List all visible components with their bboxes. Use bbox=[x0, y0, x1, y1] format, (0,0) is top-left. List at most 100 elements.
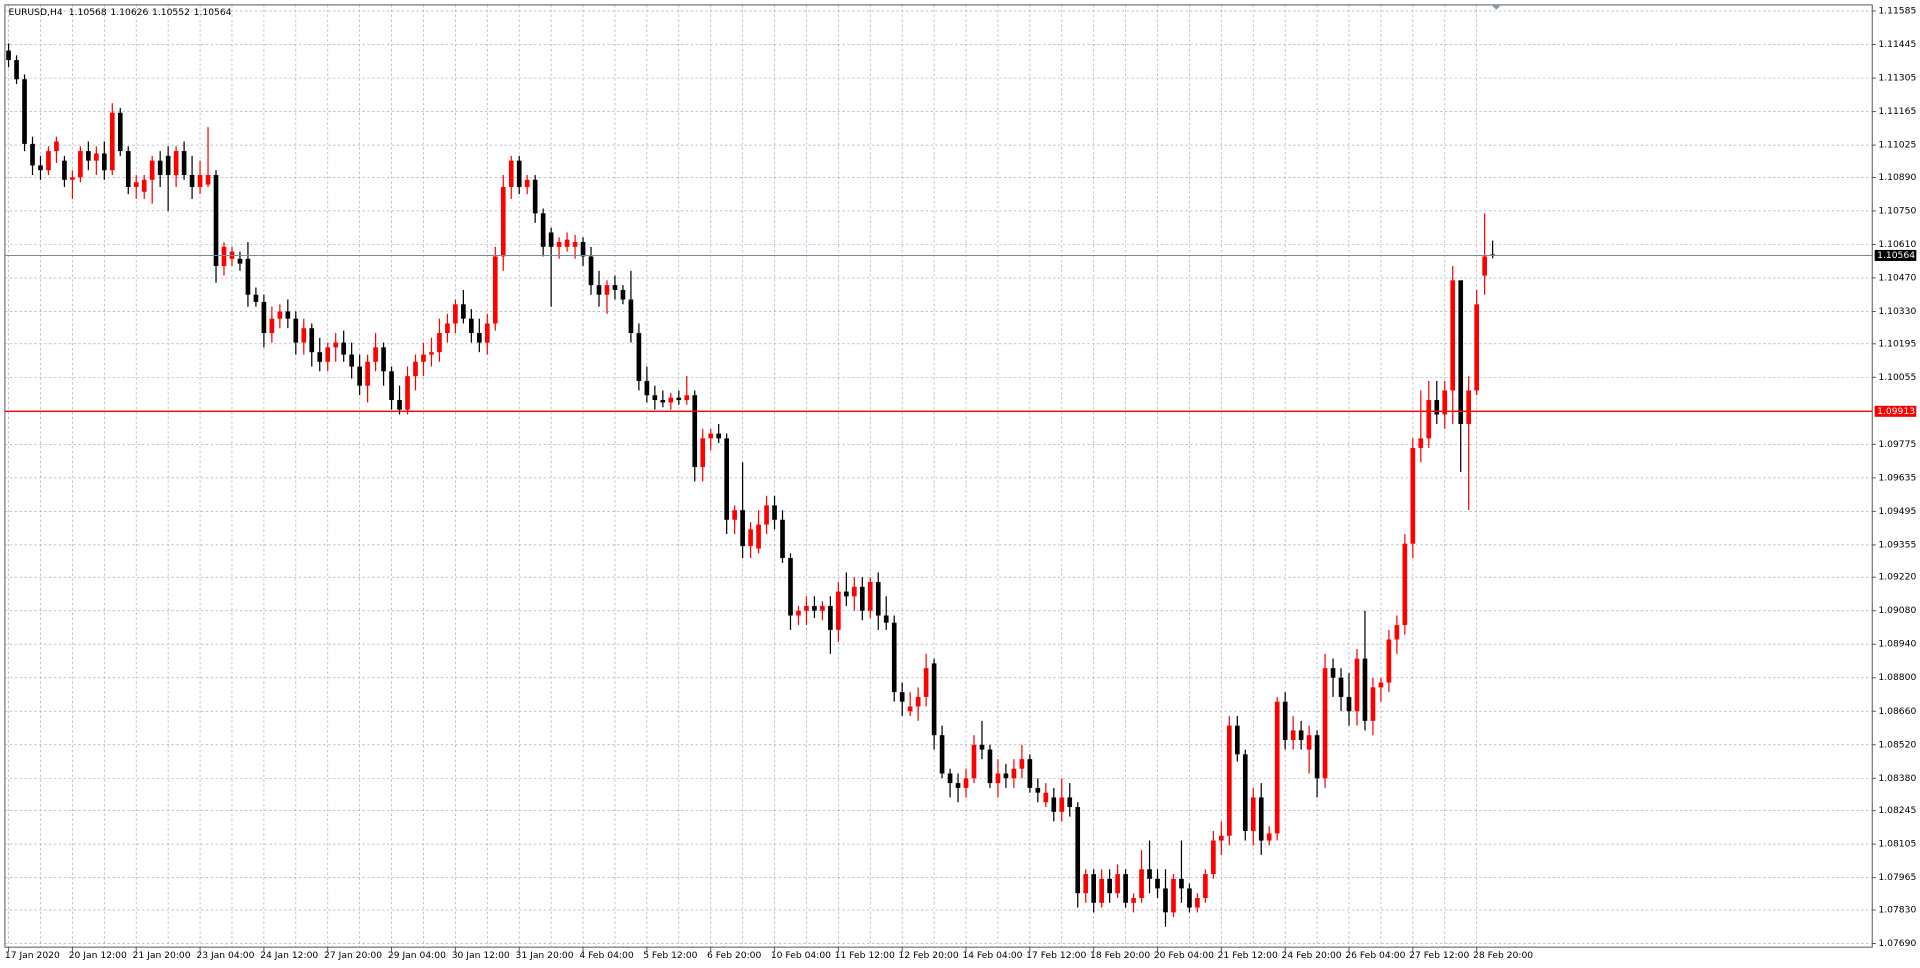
candle-body bbox=[1059, 797, 1065, 812]
candle-body bbox=[1123, 874, 1128, 903]
y-tick-label: 1.08105 bbox=[1878, 839, 1916, 850]
candle-body bbox=[844, 591, 849, 597]
candle-body bbox=[1027, 759, 1033, 788]
candle-body bbox=[405, 376, 410, 410]
candle-body bbox=[899, 692, 905, 702]
candle-body bbox=[1290, 730, 1296, 741]
candle-body bbox=[94, 153, 99, 161]
candle-body bbox=[1011, 768, 1017, 779]
candle-body bbox=[133, 182, 139, 187]
candle-body bbox=[1306, 735, 1312, 750]
candle-body bbox=[700, 438, 706, 468]
candle-body bbox=[6, 50, 11, 61]
x-tick-label: 11 Feb 12:00 bbox=[835, 950, 895, 961]
candle-body bbox=[86, 151, 91, 161]
candle-body bbox=[1083, 874, 1089, 894]
x-tick-label: 27 Feb 12:00 bbox=[1409, 950, 1469, 961]
candle-body bbox=[636, 333, 642, 381]
candle-body bbox=[764, 505, 769, 525]
candle-body bbox=[30, 143, 35, 166]
x-tick-label: 21 Jan 20:00 bbox=[133, 950, 191, 961]
candle-body bbox=[540, 213, 546, 247]
x-tick-label: 24 Jan 12:00 bbox=[260, 950, 318, 961]
shift-marker bbox=[1491, 4, 1502, 10]
candle-body bbox=[724, 438, 729, 520]
candle-body bbox=[221, 246, 227, 266]
candle-body bbox=[476, 333, 482, 343]
candle-body bbox=[612, 285, 618, 290]
candle-body bbox=[500, 186, 506, 257]
candle-body bbox=[165, 155, 171, 176]
candle-body bbox=[652, 395, 658, 401]
candle-body bbox=[373, 347, 378, 362]
x-tick-label: 17 Feb 12:00 bbox=[1026, 950, 1086, 961]
candle-body bbox=[301, 328, 307, 343]
candle-body bbox=[1410, 447, 1416, 544]
candle-body bbox=[1219, 835, 1224, 841]
candle-body bbox=[756, 524, 761, 549]
candle-body bbox=[453, 304, 458, 324]
candle-body bbox=[117, 112, 123, 152]
candle-body bbox=[995, 773, 1001, 784]
level-label-box bbox=[1874, 405, 1917, 417]
candle-body bbox=[389, 371, 394, 401]
candle-body bbox=[780, 519, 785, 559]
y-tick-label: 1.09220 bbox=[1878, 572, 1916, 583]
candle-body bbox=[437, 333, 442, 353]
candle-body bbox=[1338, 677, 1344, 697]
candle-body bbox=[628, 299, 634, 334]
candle-body bbox=[213, 175, 219, 266]
y-tick-label: 1.09355 bbox=[1878, 539, 1916, 550]
candle-body bbox=[1187, 888, 1192, 908]
candle-body bbox=[125, 151, 131, 187]
candle-body bbox=[748, 529, 753, 547]
price-label: 1.10564 bbox=[1877, 250, 1915, 261]
x-tick-label: 29 Jan 04:00 bbox=[388, 950, 446, 961]
candle-body bbox=[1282, 701, 1288, 741]
y-tick-label: 1.07690 bbox=[1878, 938, 1916, 949]
candle-body bbox=[1131, 898, 1136, 903]
candle-body bbox=[349, 354, 354, 367]
candle-body bbox=[1314, 735, 1320, 779]
candle-body bbox=[1322, 668, 1328, 779]
candle-body bbox=[692, 395, 698, 468]
candle-body bbox=[684, 395, 690, 401]
candle-body bbox=[1386, 639, 1392, 683]
y-tick-label: 1.09635 bbox=[1878, 472, 1916, 483]
candle-body bbox=[78, 151, 83, 178]
y-tick-label: 1.07965 bbox=[1878, 872, 1916, 883]
x-tick-label: 26 Feb 04:00 bbox=[1345, 950, 1405, 961]
y-tick-label: 1.08800 bbox=[1878, 672, 1916, 683]
candle-body bbox=[1378, 682, 1384, 688]
candle-body bbox=[508, 160, 514, 187]
candle-body bbox=[14, 60, 19, 80]
x-tick-label: 20 Feb 04:00 bbox=[1154, 950, 1214, 961]
candle-body bbox=[716, 433, 722, 439]
candle-body bbox=[1035, 787, 1041, 793]
candle-body bbox=[197, 175, 203, 187]
y-tick-label: 1.10195 bbox=[1878, 338, 1916, 349]
candle-body bbox=[245, 258, 251, 295]
candle-body bbox=[987, 749, 993, 784]
candle-body bbox=[1482, 256, 1487, 276]
candle-body bbox=[109, 112, 115, 171]
y-tick-label: 1.10610 bbox=[1878, 239, 1916, 250]
candle-body bbox=[101, 153, 107, 171]
candle-body bbox=[971, 744, 977, 779]
candle-body bbox=[484, 323, 490, 343]
y-tick-label: 1.10750 bbox=[1878, 205, 1916, 216]
y-tick-label: 1.10055 bbox=[1878, 372, 1916, 383]
candle-body bbox=[883, 615, 889, 623]
y-tick-label: 1.11165 bbox=[1878, 106, 1916, 117]
candle-body bbox=[1099, 878, 1104, 903]
x-tick-label: 10 Feb 04:00 bbox=[771, 950, 831, 961]
candle-body bbox=[1171, 878, 1176, 913]
candle-body bbox=[157, 160, 163, 176]
candle-body bbox=[1075, 807, 1081, 894]
candle-body bbox=[668, 397, 674, 403]
candle-body bbox=[1370, 687, 1376, 721]
candle-body bbox=[1442, 390, 1448, 415]
candle-body bbox=[572, 242, 578, 247]
candle-body bbox=[1458, 280, 1464, 424]
candle-body bbox=[141, 179, 147, 192]
